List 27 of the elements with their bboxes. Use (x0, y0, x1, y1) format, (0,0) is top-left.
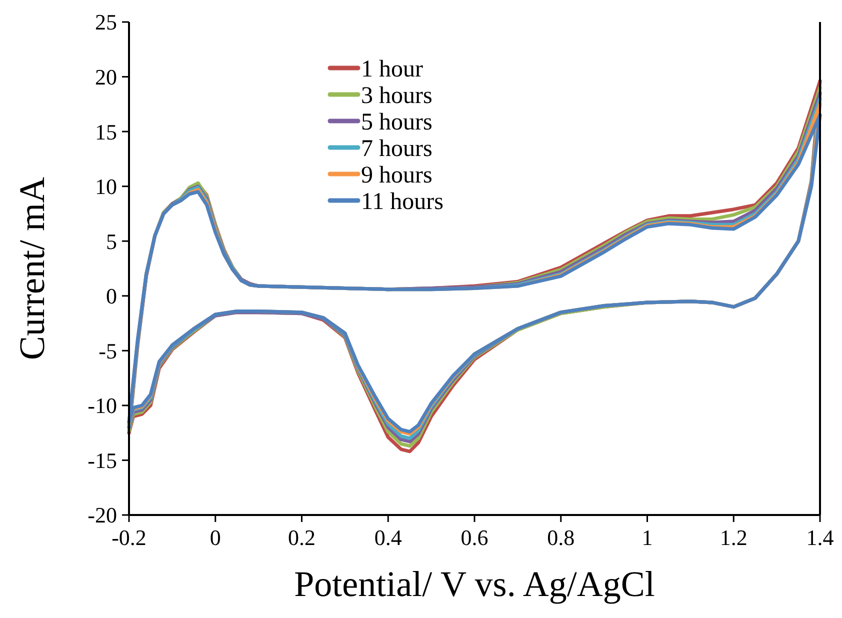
y-tick-label: -10 (88, 393, 117, 418)
legend-label: 5 hours (361, 109, 432, 136)
x-tick-label: 0.6 (460, 525, 488, 550)
x-tick-label: 0 (210, 525, 221, 550)
legend-label: 3 hours (361, 82, 432, 109)
y-tick-label: 5 (106, 228, 117, 254)
y-axis-title: Current/ mA (12, 177, 52, 360)
x-tick-label: 0.2 (288, 525, 316, 550)
y-tick-label: 20 (95, 64, 117, 90)
legend-label: 11 hours (361, 188, 444, 215)
y-tick-label: 15 (95, 119, 117, 144)
x-tick-label: 1 (642, 525, 653, 550)
y-tick-label: -5 (98, 338, 117, 364)
legend-label: 9 hours (361, 162, 432, 188)
x-tick-label: 0.4 (374, 525, 402, 550)
x-axis-title: Potential/ V vs. Ag/AgCl (294, 564, 655, 604)
legend-label: 7 hours (361, 136, 432, 162)
x-tick-label: 1.4 (806, 525, 834, 550)
y-tick-label: -15 (88, 448, 117, 473)
x-tick-label: 1.2 (720, 525, 748, 550)
y-tick-label: 10 (95, 174, 117, 200)
y-tick-label: 25 (95, 10, 117, 35)
legend-label: 1 hour (361, 56, 423, 82)
x-tick-label: -0.2 (112, 525, 146, 550)
y-tick-label: -20 (88, 502, 117, 528)
x-tick-label: 0.8 (547, 525, 575, 550)
y-tick-label: 0 (106, 284, 117, 309)
